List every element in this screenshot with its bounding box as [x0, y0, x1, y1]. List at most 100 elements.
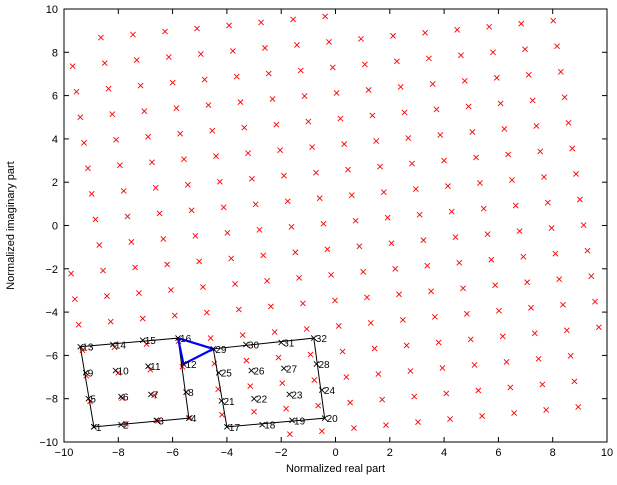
lattice-point-marker: [544, 199, 551, 206]
lattice-point-marker: [151, 392, 158, 399]
lattice-point-marker: [332, 297, 338, 304]
y-tick-label: −2: [45, 264, 58, 276]
point-label: 12: [185, 360, 197, 371]
lattice-point-marker: [575, 404, 582, 410]
lattice-point-marker: [524, 279, 531, 286]
labeled-point: 11: [145, 362, 161, 373]
lattice-point-marker: [571, 378, 578, 385]
labeled-point: 30: [242, 341, 259, 352]
lattice-point-marker: [501, 126, 508, 132]
y-tick-label: 2: [52, 177, 58, 189]
lattice-point-marker: [576, 196, 583, 203]
lattice-point-marker: [149, 159, 155, 166]
lattice-point-marker: [358, 35, 364, 42]
lattice-point-marker: [288, 223, 295, 230]
point-label: 16: [180, 334, 192, 345]
lattice-point-marker: [111, 344, 118, 351]
lattice-point-marker: [201, 76, 208, 83]
lattice-point-marker: [279, 380, 286, 387]
x-axis-label: Normalized real part: [286, 463, 385, 475]
lattice-point-marker: [341, 141, 348, 148]
lattice-point-marker: [324, 246, 331, 253]
lattice-point-marker: [412, 186, 419, 193]
lattice-point-marker: [496, 307, 502, 314]
x-tick-label: −10: [55, 447, 74, 459]
lattice-point-marker: [480, 205, 487, 212]
lattice-point-marker: [345, 166, 351, 173]
lattice-point-marker: [511, 410, 518, 416]
lattice-point-marker: [105, 85, 112, 92]
lattice-point-marker: [401, 109, 408, 116]
lattice-point-marker: [393, 58, 400, 65]
lattice-point-marker: [377, 163, 383, 170]
point-label: 1: [96, 423, 102, 434]
lattice-point-marker: [384, 214, 391, 221]
lattice-point-marker: [444, 183, 451, 190]
point-label: 11: [150, 362, 161, 373]
point-label: 14: [115, 341, 127, 352]
lattice-point-marker: [563, 327, 570, 334]
lattice-point-marker: [509, 177, 515, 183]
lattice-point-marker: [343, 374, 350, 380]
lattice-point-marker: [303, 326, 310, 332]
lattice-point-marker: [277, 147, 284, 154]
lattice-point-marker: [365, 87, 372, 93]
lattice-point-marker: [100, 267, 107, 274]
lattice-point-marker: [280, 172, 287, 179]
point-label: 20: [327, 414, 339, 425]
lattice-point-marker: [171, 312, 178, 319]
point-label: 7: [153, 390, 159, 401]
point-label: 4: [191, 414, 197, 425]
lattice-point-marker: [460, 285, 467, 292]
lattice-point-marker: [537, 148, 544, 155]
lattice-point-marker: [152, 184, 159, 191]
lattice-point-marker: [543, 407, 550, 413]
lattice-point-marker: [522, 46, 528, 53]
lattice-point-marker: [405, 135, 412, 141]
point-label: 29: [215, 345, 227, 356]
lattice-point-marker: [351, 425, 357, 432]
lattice-point-marker: [164, 261, 171, 268]
lattice-point-marker: [128, 239, 135, 245]
point-label: 28: [318, 360, 330, 371]
lattice-point-marker: [554, 43, 560, 50]
lattice-point-marker: [251, 408, 257, 415]
y-tick-label: −6: [45, 350, 58, 362]
labeled-point: 26: [248, 367, 265, 378]
lattice-point-marker: [300, 300, 306, 307]
lattice-point-marker: [194, 25, 200, 32]
lattice-point-marker: [264, 278, 271, 284]
lattice-point-marker: [124, 213, 131, 220]
labeled-point: 10: [112, 367, 129, 378]
lattice-point-marker: [316, 195, 323, 202]
highlight-triangle: [176, 337, 217, 366]
lattice-point-marker: [580, 222, 587, 228]
point-label: 19: [294, 416, 306, 427]
lattice-point-marker: [233, 73, 240, 80]
lattice-point-marker: [241, 124, 248, 131]
point-label: 6: [123, 393, 129, 404]
highlight-path: [176, 337, 217, 366]
lattice-point-marker: [465, 103, 472, 110]
lattice-point-marker: [360, 268, 367, 275]
y-tick-label: 6: [52, 91, 58, 103]
lattice-point-marker: [315, 402, 322, 409]
lattice-point-marker: [569, 145, 576, 152]
lattice-point-marker: [136, 290, 142, 296]
lattice-point-marker: [326, 38, 332, 45]
lattice-point-marker: [492, 282, 499, 289]
lattice-point-marker: [297, 67, 304, 74]
labeled-point: 21: [218, 397, 235, 408]
lattice-point-marker: [237, 99, 244, 106]
point-label: 2: [123, 421, 129, 432]
lattice-point-marker: [490, 49, 496, 56]
lattice-point-marker: [269, 96, 276, 102]
lattice-point-marker: [424, 262, 431, 269]
point-label: 17: [229, 423, 241, 434]
lattice-point-marker: [98, 34, 104, 41]
lattice-point-marker: [219, 411, 225, 418]
labeled-point: 7: [147, 390, 159, 401]
